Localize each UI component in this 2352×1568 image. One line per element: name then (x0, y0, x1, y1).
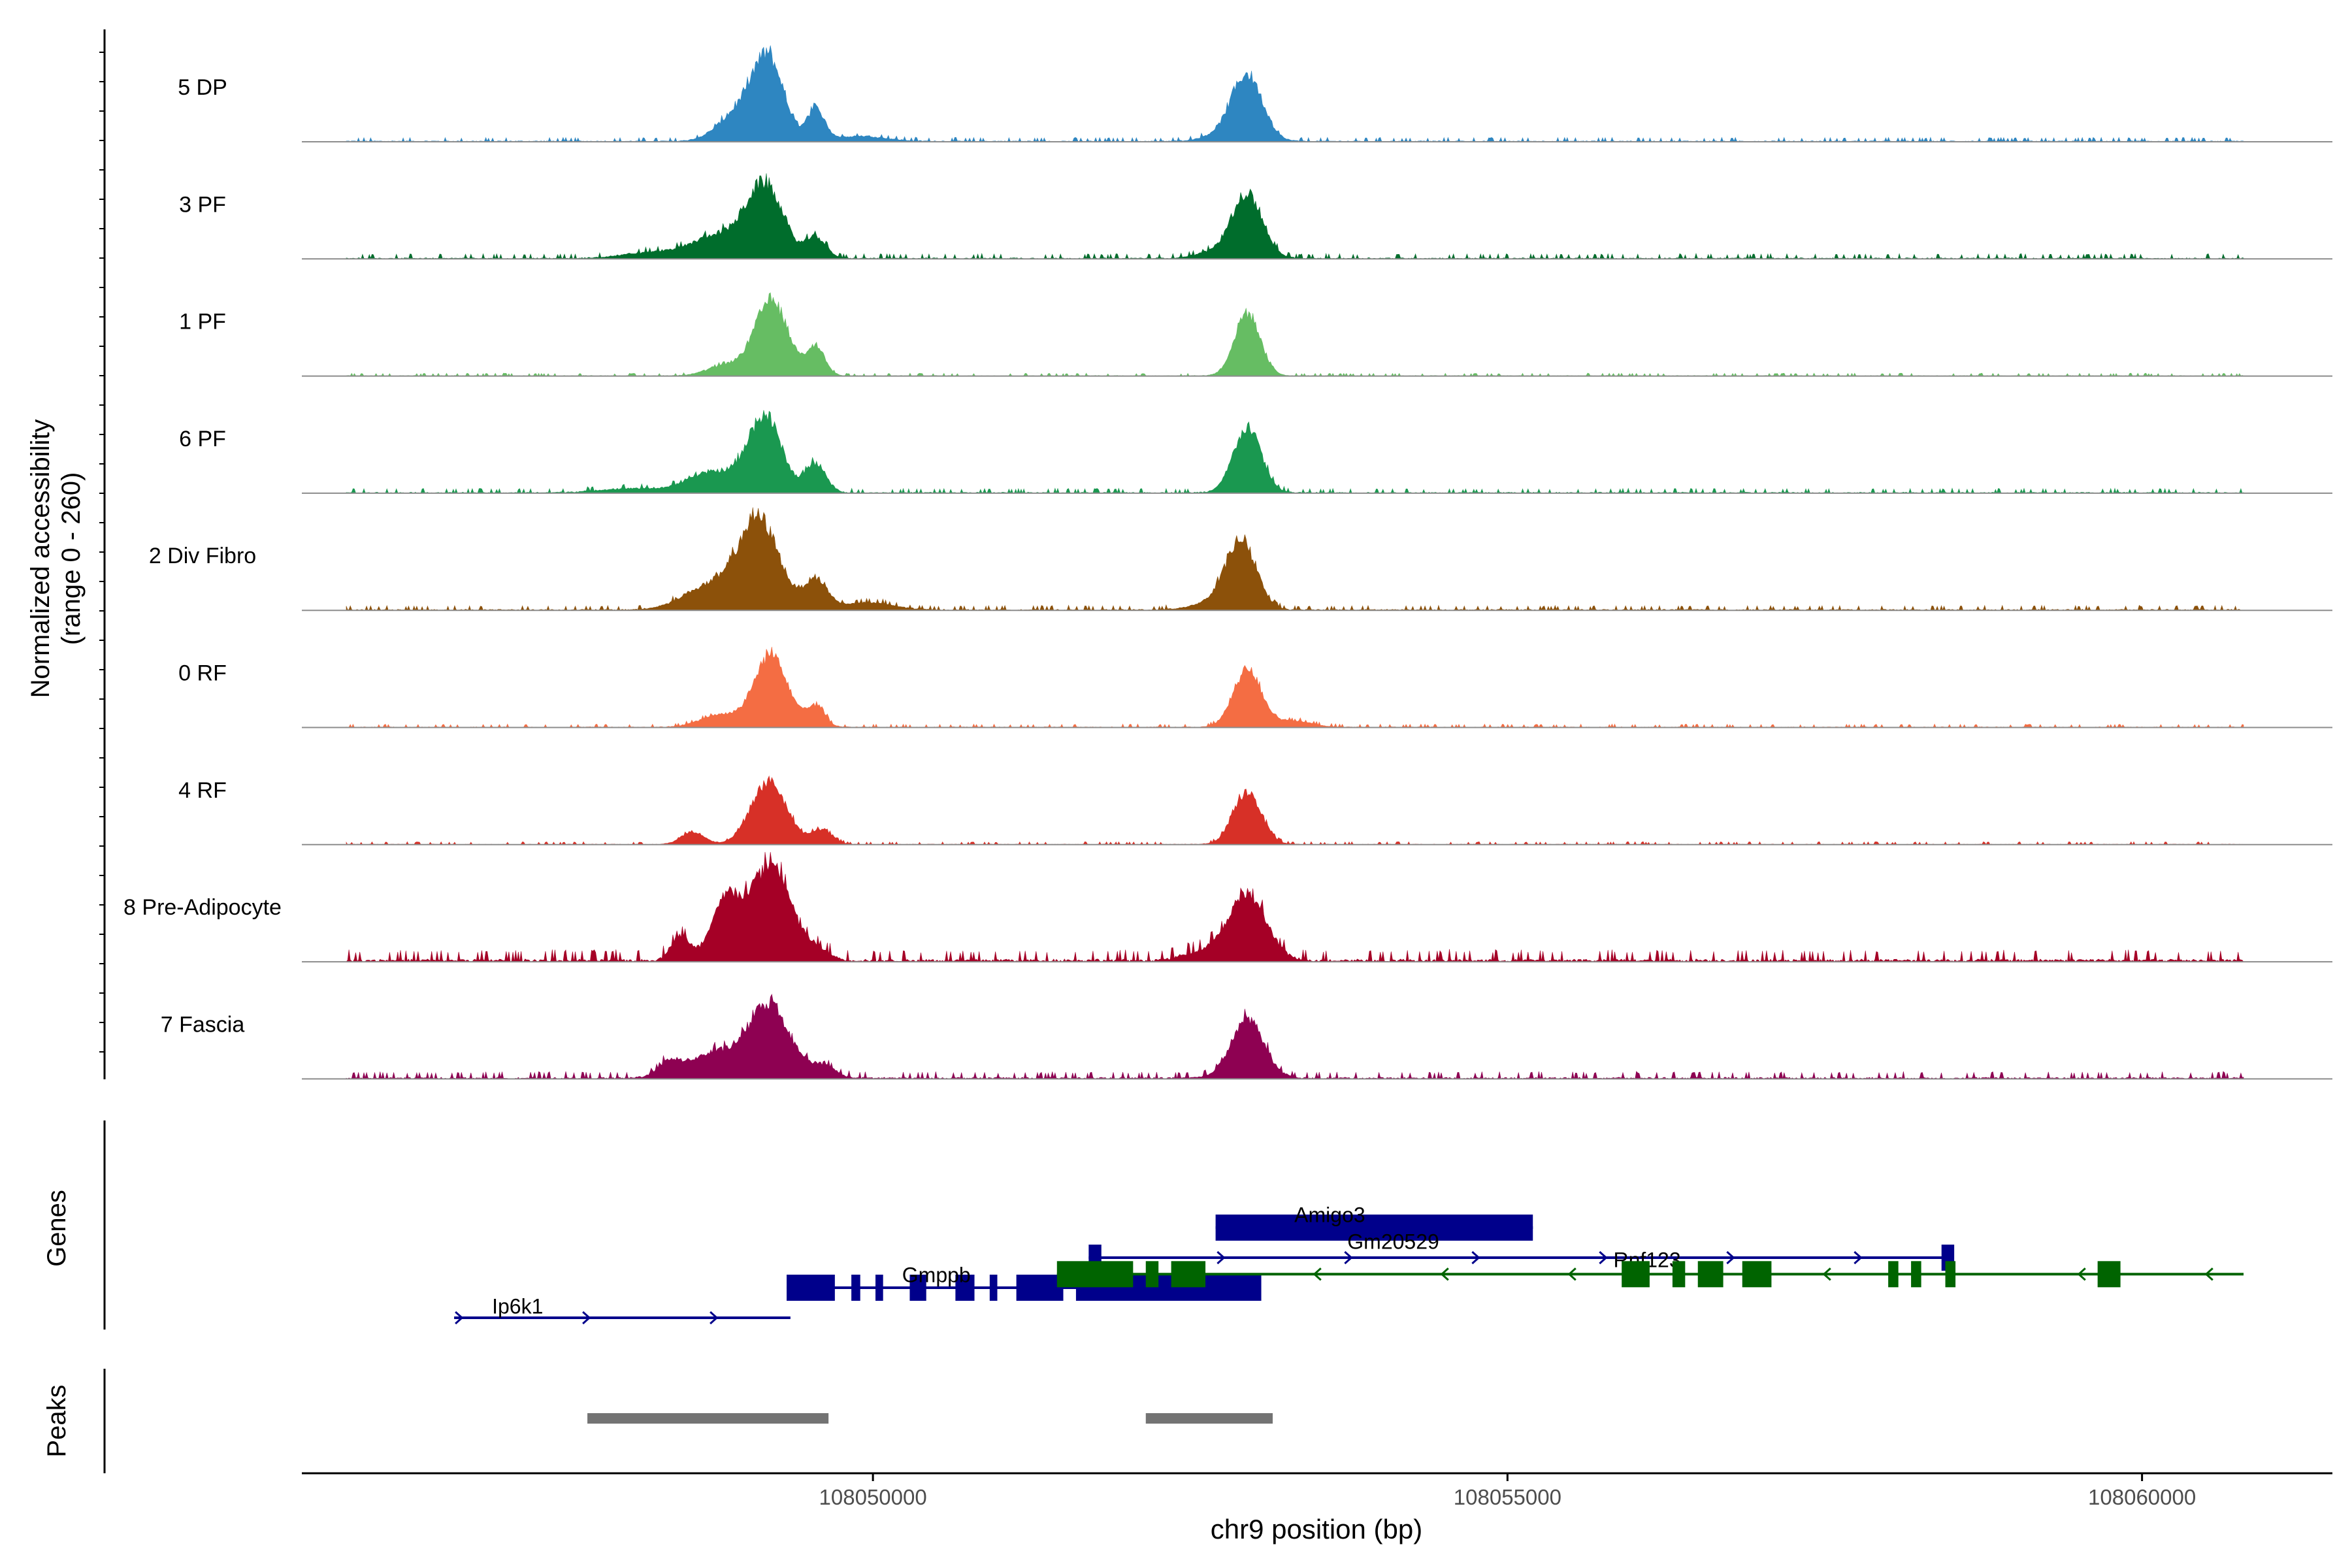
strand-chevron (710, 1311, 719, 1325)
coverage-track: 6 PF (179, 410, 2332, 494)
strand-chevron (1471, 1250, 1480, 1265)
gene-annotation-track: Ip6k1 Gmppb Rnf123 Amigo3 Gm20529 (103, 1120, 2244, 1330)
gene-exon (1888, 1261, 1899, 1288)
track-label: 4 RF (178, 778, 227, 803)
coverage-track: 8 Pre-Adipocyte (123, 852, 2332, 963)
strand-chevron (1854, 1250, 1863, 1265)
gene-label: Amigo3 (1294, 1203, 1365, 1226)
coverage-area (346, 993, 2244, 1080)
gene: Amigo3 (1215, 1203, 1533, 1241)
coverage-track: 7 Fascia (161, 993, 2332, 1080)
strand-chevron (582, 1311, 591, 1325)
track-label: 7 Fascia (161, 1012, 245, 1037)
coverage-area (346, 410, 2244, 494)
coverage-track: 5 DP (178, 45, 2332, 142)
strand-chevron (1440, 1267, 1449, 1281)
gene-exon (1622, 1261, 1650, 1288)
peak-region (1145, 1413, 1273, 1424)
gene-exon (1742, 1261, 1772, 1288)
gene-exon (1145, 1261, 1159, 1288)
gene-label: Gm20529 (1347, 1230, 1439, 1254)
strand-chevron (1217, 1250, 1226, 1265)
gene-exon (1016, 1275, 1064, 1301)
y-axis-range-label: (range 0 - 260) (57, 472, 86, 645)
track-label: 1 PF (179, 310, 226, 335)
gene-label: Ip6k1 (492, 1295, 543, 1318)
strand-chevron (1726, 1250, 1735, 1265)
gene-label: Gmppb (902, 1263, 971, 1286)
gene: Ip6k1 (454, 1295, 791, 1325)
coverage-track: 3 PF (179, 173, 2332, 260)
track-label: 8 Pre-Adipocyte (123, 895, 282, 920)
strand-chevron (455, 1311, 464, 1325)
track-label: 5 DP (178, 75, 227, 100)
gene-exon (1911, 1261, 1921, 1288)
strand-chevron (1599, 1250, 1608, 1265)
strand-chevron (1344, 1250, 1353, 1265)
coverage-track: 4 RF (178, 775, 2332, 845)
gene-exon (2097, 1261, 2121, 1288)
y-axis-label: Normalized accessibility (26, 419, 55, 698)
gene-exon (909, 1275, 926, 1301)
x-axis-title: chr9 position (bp) (1211, 1514, 1423, 1544)
coverage-area (346, 45, 2244, 142)
x-axis: 108050000 108055000 108060000 (302, 1472, 2332, 1509)
peak-track (103, 1369, 1273, 1473)
gene-exon (1945, 1261, 1956, 1288)
gene-exon (955, 1275, 975, 1301)
peaks-track-label: Peaks (42, 1384, 71, 1457)
coverage-tracks: 5 DP 3 PF 1 PF 6 PF 2 Div Fibro 0 RF 4 RF 8 Pre… (99, 29, 2332, 1080)
gene: Rnf123 (1088, 1245, 1955, 1271)
gene-exon (1056, 1261, 1134, 1288)
coverage-area (346, 292, 2244, 377)
genes-track-label: Genes (42, 1190, 71, 1267)
gene-exon (851, 1275, 860, 1301)
gene-exon (1672, 1261, 1686, 1288)
coverage-area (346, 775, 2244, 845)
coverage-track: 2 Div Fibro (149, 507, 2332, 612)
coverage-area (346, 646, 2244, 728)
track-label: 0 RF (178, 661, 227, 686)
gene-exon (1215, 1215, 1533, 1241)
gene-exon (989, 1275, 998, 1301)
gene-exon (1171, 1261, 1206, 1288)
strand-chevron (2204, 1267, 2213, 1281)
track-label: 3 PF (179, 192, 226, 217)
gene-exon (787, 1275, 835, 1301)
coverage-area (346, 507, 2244, 612)
x-tick-label: 108050000 (819, 1485, 927, 1509)
coverage-area (346, 173, 2244, 260)
coverage-area (346, 852, 2244, 962)
strand-chevron (1567, 1267, 1576, 1281)
strand-chevron (1313, 1267, 1322, 1281)
coverage-track: 0 RF (178, 646, 2332, 728)
gene-exon (1697, 1261, 1723, 1288)
track-label: 6 PF (179, 427, 226, 451)
coverage-track: 1 PF (179, 292, 2332, 377)
x-tick-label: 108055000 (1454, 1485, 1561, 1509)
gene-exon (875, 1275, 883, 1301)
track-label: 2 Div Fibro (149, 544, 256, 568)
gene: Gm20529 (1056, 1230, 2244, 1288)
x-tick-label: 108060000 (2088, 1485, 2196, 1509)
strand-chevron (2077, 1267, 2086, 1281)
strand-chevron (1822, 1267, 1831, 1281)
peak-region (587, 1413, 829, 1424)
